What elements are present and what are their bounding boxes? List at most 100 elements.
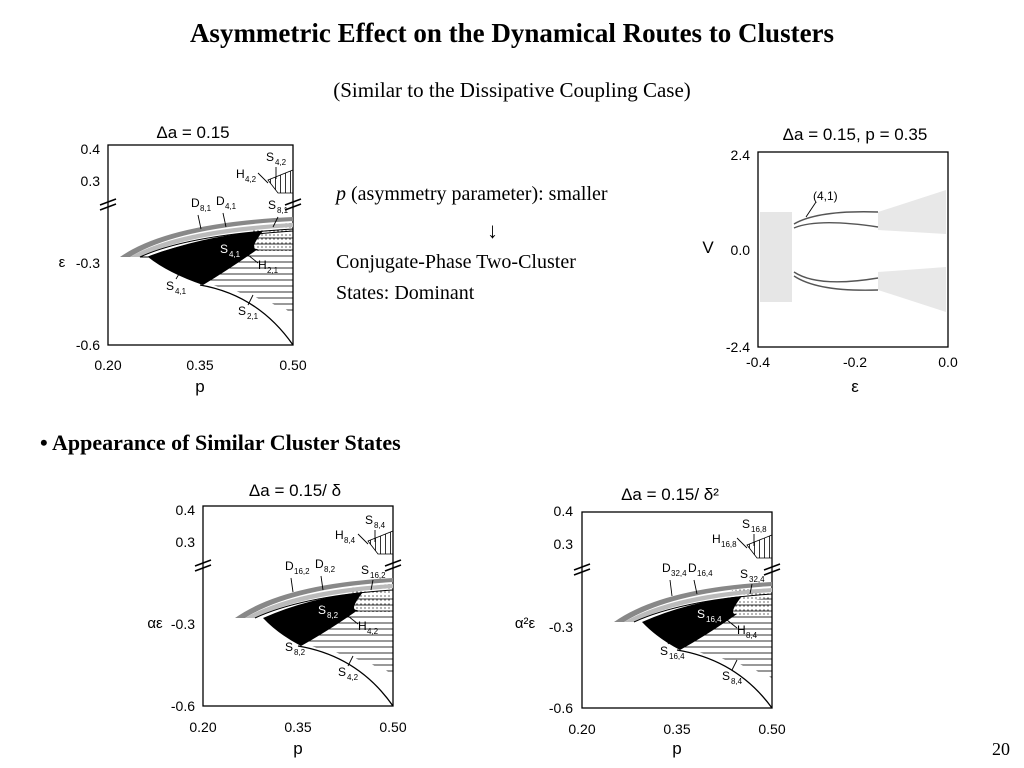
y-tick-1: 0.0	[731, 242, 751, 258]
x-tick-0: -0.4	[746, 354, 770, 370]
label-H-sub: 2,1	[267, 266, 279, 275]
axis-break-left	[194, 559, 212, 572]
label-S-top: S	[365, 513, 373, 527]
slide-subtitle: (Similar to the Dissipative Coupling Cas…	[333, 78, 691, 102]
label-S-bl-sub: 4,1	[175, 287, 187, 296]
label-D2-sub: 16,4	[697, 569, 713, 578]
label-D1: D	[285, 559, 294, 573]
label-H-top: H	[236, 167, 245, 181]
page-number: 20	[992, 739, 1010, 759]
label-S-bl: S	[166, 279, 174, 293]
hatched-top-region	[267, 169, 294, 194]
slide-title: Asymmetric Effect on the Dynamical Route…	[189, 18, 835, 48]
gray-band-inner	[130, 223, 293, 257]
y-tick-0: 0.4	[554, 503, 574, 519]
y-tick-2: -0.3	[76, 255, 100, 271]
x-tick-2: 0.50	[379, 719, 406, 735]
y-axis-label: αε	[147, 615, 163, 632]
label-S-inner: S	[220, 242, 228, 256]
x-tick-2: 0.0	[938, 354, 958, 370]
y-tick-3: -0.6	[549, 700, 573, 716]
label-D2: D	[688, 561, 697, 575]
y-tick-0: 2.4	[731, 147, 751, 163]
hatched-top-region	[367, 530, 394, 555]
figure-caption: Δa = 0.15/ δ²	[621, 485, 719, 504]
gray-band-outer	[614, 582, 772, 622]
plot-area: D 32,4 D 16,4 S 16,4 H 8,4 S 16,4 S 8,4 …	[573, 511, 781, 709]
label-S-br-sub: 2,1	[247, 312, 259, 321]
branch-lower-2	[793, 275, 879, 291]
black-region	[148, 231, 263, 285]
branch-annotation: (4,1)	[813, 189, 838, 203]
label-D1: D	[191, 196, 200, 210]
figure-top-left: Δa = 0.15 D 8,1 D 4,1	[40, 120, 310, 400]
label-H: H	[258, 258, 267, 272]
note-line1: p (asymmetry parameter): smaller	[336, 182, 608, 207]
x-axis-label: p	[195, 377, 204, 396]
y-tick-2: -2.4	[726, 339, 750, 355]
figure-bottom-left: Δa = 0.15/ δ D 16,2 D 8,2 S 8,2 H 4,2 S	[135, 478, 410, 763]
label-D1: D	[662, 561, 671, 575]
label-D1-sub: 16,2	[294, 567, 310, 576]
y-tick-2: -0.3	[549, 619, 573, 635]
label-D2: D	[216, 194, 225, 208]
axis-break-right	[284, 198, 302, 211]
gray-band-inner	[624, 588, 772, 622]
label-S-inner: S	[697, 607, 705, 621]
band-line	[254, 589, 394, 619]
x-tick-0: 0.20	[568, 721, 595, 737]
x-tick-1: 0.35	[284, 719, 311, 735]
gray-band-inner	[245, 584, 393, 618]
bullet-icon: •	[40, 430, 48, 455]
label-H: H	[737, 623, 746, 637]
y-tick-0: 0.4	[81, 141, 101, 157]
pointer-arrows	[290, 530, 376, 667]
figure-top-right: Δa = 0.15, p = 0.35 (4,1) V ε 2.4 0.0 -2…	[690, 120, 980, 400]
label-S-top: S	[742, 517, 750, 531]
label-S-inner-sub: 16,4	[706, 615, 722, 624]
band-line	[633, 593, 773, 623]
label-S-top-sub: 4,2	[275, 158, 287, 167]
x-axis-label: p	[672, 739, 681, 758]
label-D2-sub: 4,1	[225, 202, 237, 211]
x-axis-label: ε	[851, 377, 859, 396]
x-tick-1: 0.35	[186, 357, 213, 373]
plot-area: D 8,1 D 4,1 S 4,1 H 2,1 S 4,1 S 2,1 S 8,…	[99, 144, 302, 346]
label-S-br-sub: 4,2	[347, 673, 359, 682]
note-line3: States: Dominant	[336, 282, 475, 304]
down-arrow-icon: ↓	[487, 218, 498, 243]
axis-break-right	[384, 559, 402, 572]
label-H-top: H	[335, 528, 344, 542]
section-heading: • Appearance of Similar Cluster States	[40, 430, 401, 456]
phase-diagram-bottom-right: Δa = 0.15/ δ² D 32,4 D 16,4 S 16,4 H 8,4	[515, 485, 786, 758]
label-H-top-sub: 16,8	[721, 540, 737, 549]
label-S-bl-sub: 16,4	[669, 652, 685, 661]
branch-lower-1	[793, 271, 879, 283]
label-S-right-sub: 16,2	[370, 571, 386, 580]
branch-upper-1	[793, 211, 879, 225]
label-D1-sub: 32,4	[671, 569, 687, 578]
label-S-br: S	[338, 665, 346, 679]
section-heading-text: Appearance of Similar Cluster States	[52, 430, 401, 455]
lower-boundary-curve	[676, 649, 773, 709]
x-tick-2: 0.50	[758, 721, 785, 737]
x-tick-0: 0.20	[189, 719, 216, 735]
y-tick-1: 0.3	[554, 536, 574, 552]
y-tick-3: -0.6	[171, 698, 195, 714]
y-axis-label: V	[702, 238, 714, 257]
chaotic-band-left	[760, 212, 792, 302]
lower-boundary-curve	[297, 645, 394, 707]
plot-area: D 16,2 D 8,2 S 8,2 H 4,2 S 8,2 S 4,2 S 1…	[194, 505, 402, 707]
axis-break-right	[763, 563, 781, 576]
phase-diagram-top-left: Δa = 0.15 D 8,1 D 4,1	[59, 123, 307, 396]
label-S-br-sub: 8,4	[731, 677, 743, 686]
chaotic-band-top-right	[878, 190, 946, 234]
note-line2: Conjugate-Phase Two-Cluster	[336, 251, 576, 273]
phase-diagram-bottom-left: Δa = 0.15/ δ D 16,2 D 8,2 S 8,2 H 4,2 S	[147, 481, 407, 758]
black-region	[263, 592, 363, 646]
label-S-top-sub: 8,4	[374, 521, 386, 530]
lower-boundary-curve	[199, 284, 294, 346]
y-tick-0: 0.4	[176, 502, 196, 518]
x-tick-0: 0.20	[94, 357, 121, 373]
label-D2: D	[315, 557, 324, 571]
